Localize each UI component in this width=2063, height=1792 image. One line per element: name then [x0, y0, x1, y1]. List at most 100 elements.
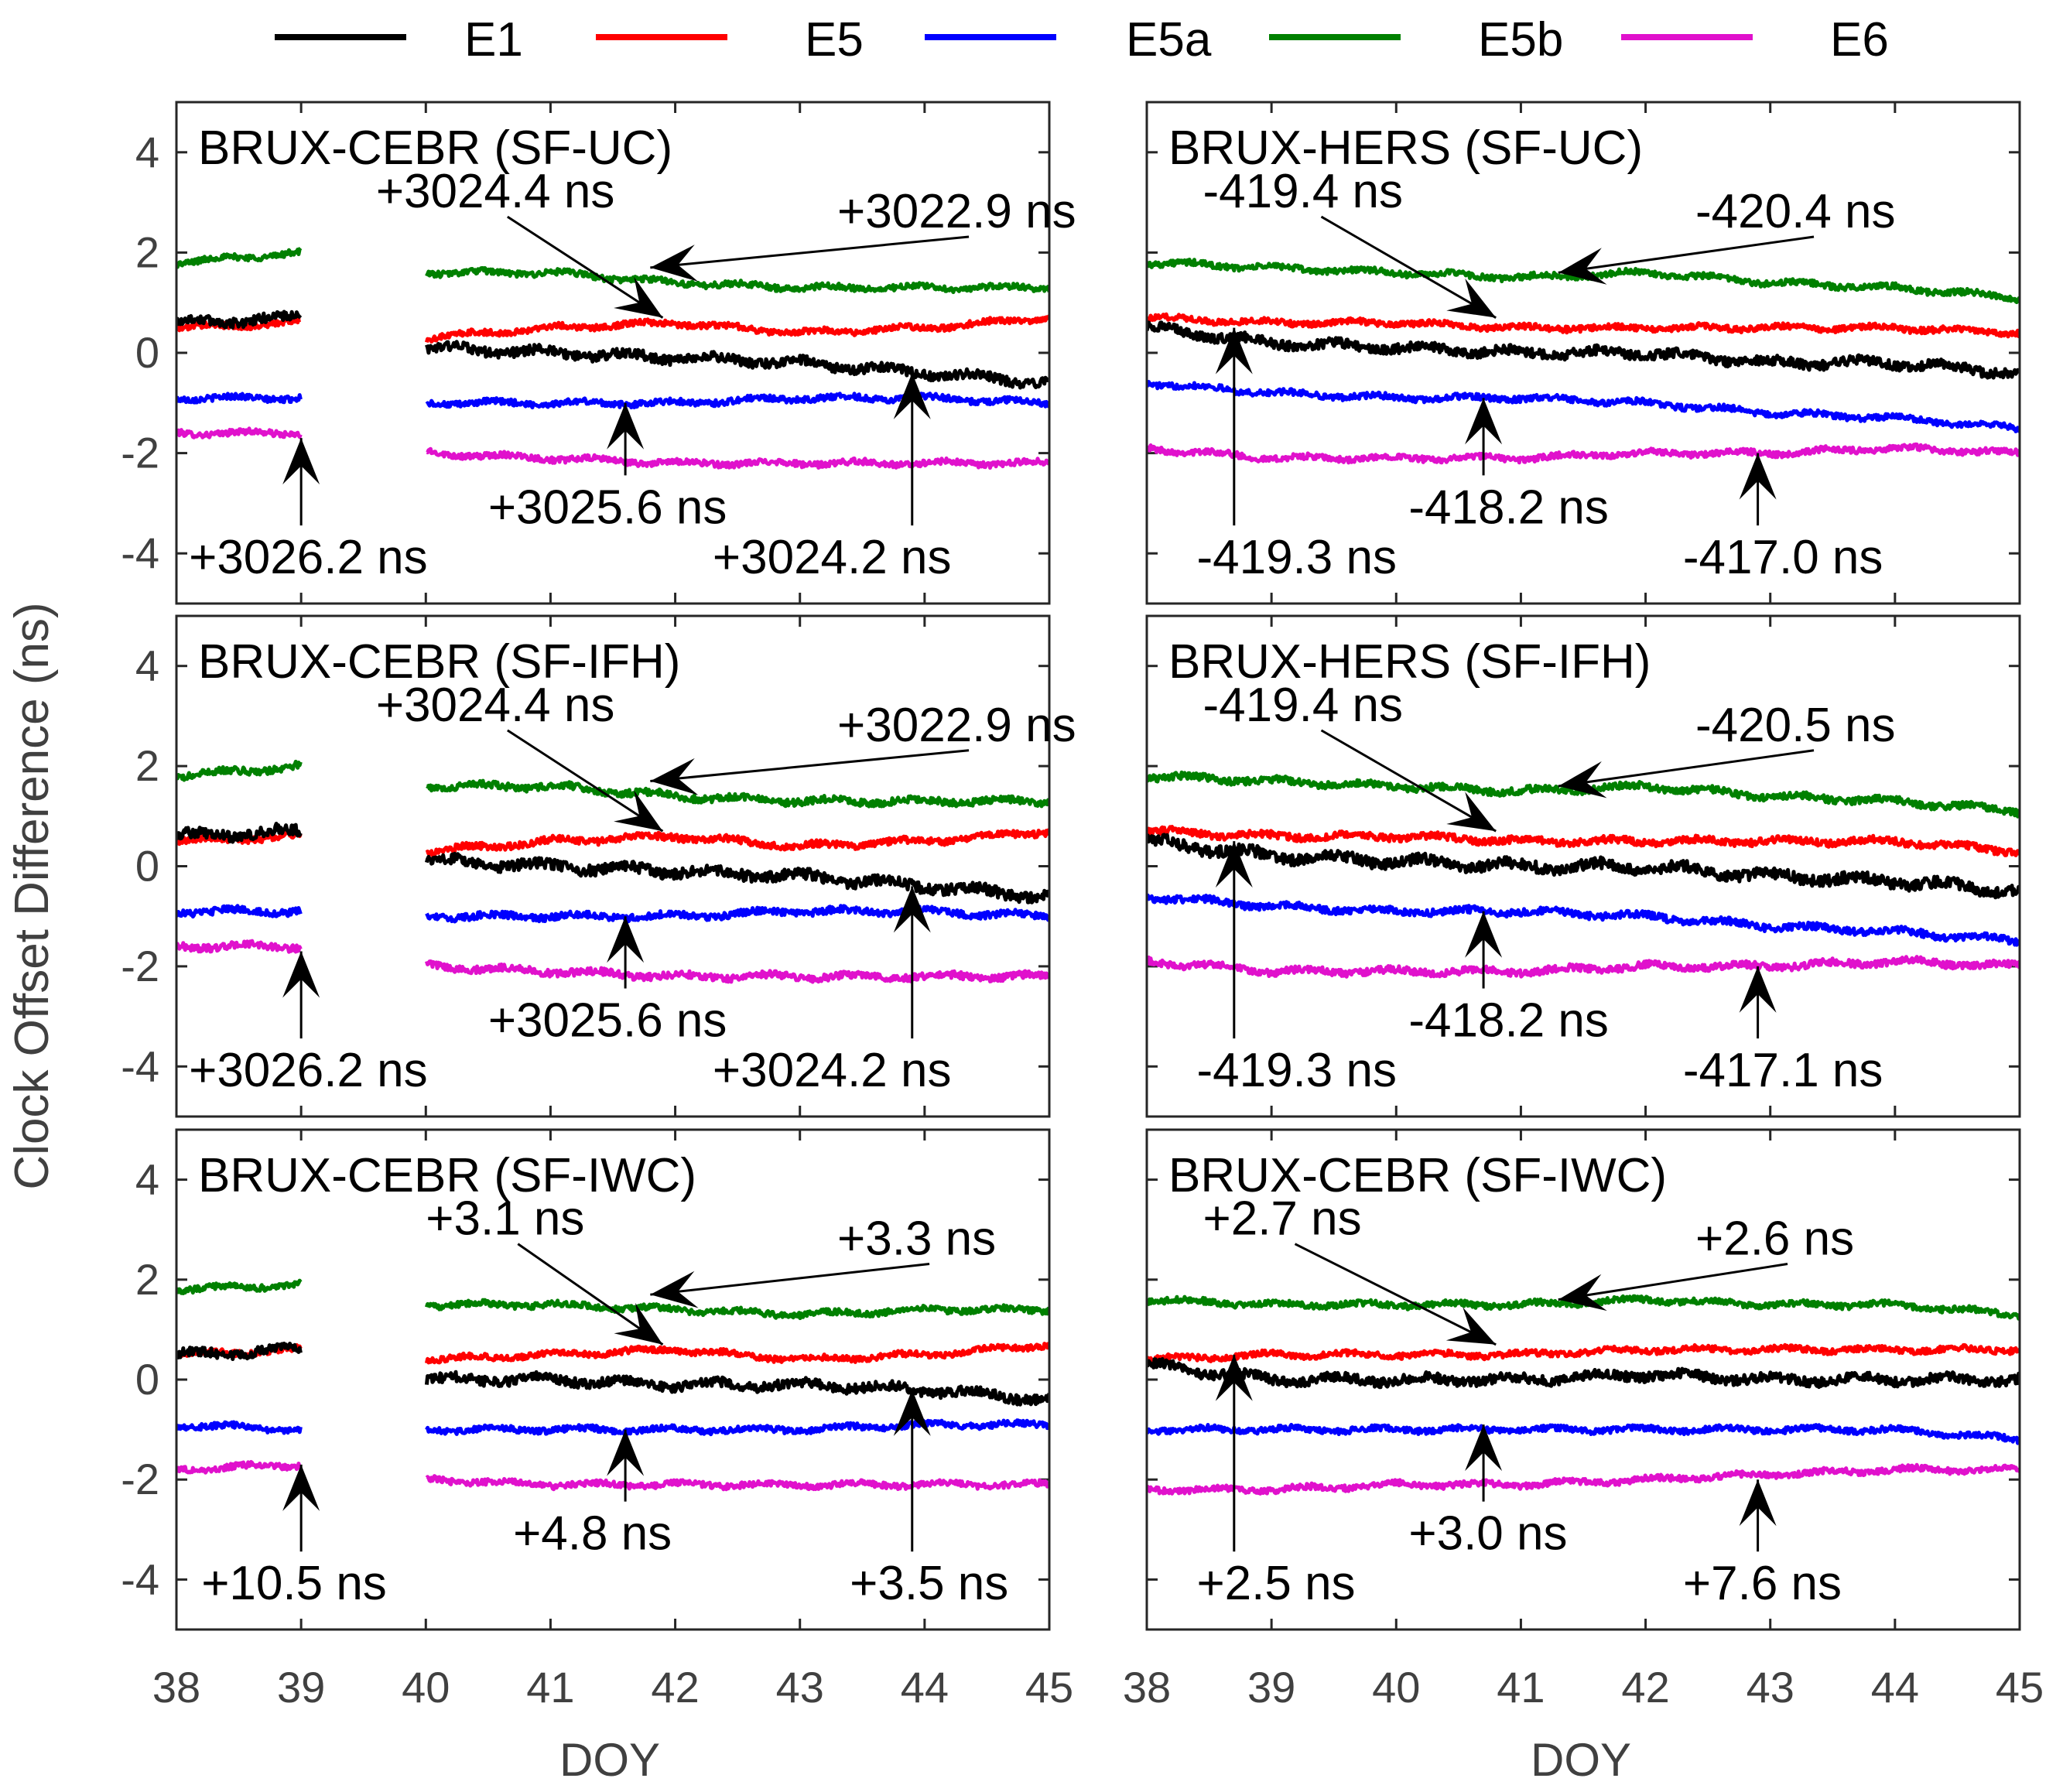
series-line-e1: [1147, 833, 2020, 900]
x-tick-label: 40: [402, 1663, 450, 1712]
x-axis-label-left: DOY: [559, 1734, 660, 1786]
annotation-label: +3026.2 ns: [189, 531, 428, 584]
series-line-e5a: [176, 392, 1049, 410]
annotation-arrow-head: [893, 1389, 931, 1436]
panel-frame: [1145, 101, 2021, 605]
annotation-arrow-head: [614, 1302, 663, 1345]
annotation-arrow-shaft: [507, 729, 664, 833]
annotation-arrow-head: [650, 1270, 699, 1308]
series-line-e5: [1147, 312, 2020, 339]
legend: E1 E5 E5a E5b E6: [275, 13, 1889, 67]
annotation-label: -418.2 ns: [1408, 480, 1609, 534]
annotation-arrow-head: [1445, 1307, 1497, 1345]
annotation-arrow-shaft: [1558, 235, 1815, 274]
x-tick-label: 42: [651, 1663, 699, 1712]
x-tick-label: 45: [1025, 1663, 1073, 1712]
panel-title: BRUX-CEBR (SF-IWC): [198, 1149, 696, 1202]
annotation-label: -419.4 ns: [1203, 679, 1404, 732]
panel-title: BRUX-CEBR (SF-UC): [198, 121, 672, 175]
series-line-e1: [176, 1341, 1049, 1407]
legend-label-e5b: E5b: [1478, 13, 1563, 67]
series-line-e1: [1147, 1357, 2020, 1390]
y-tick-label: 2: [135, 1255, 159, 1304]
series-line-e1: [1147, 320, 2020, 380]
legend-label-e1: E1: [464, 13, 523, 67]
annotation-arrow-head: [607, 1429, 645, 1476]
x-tick-label: 39: [1247, 1663, 1295, 1712]
annotation-arrow-head: [893, 372, 931, 419]
panel-frame: [1145, 1128, 2021, 1631]
annotation-arrow-head: [1465, 1424, 1503, 1472]
panel-title: BRUX-CEBR (SF-IFH): [198, 635, 680, 689]
y-tick-label: 4: [135, 641, 159, 690]
annotation-arrow-head: [1558, 1274, 1607, 1312]
y-tick-label: 0: [135, 328, 159, 377]
annotation-arrow-head: [282, 1464, 320, 1511]
annotation-label: -418.2 ns: [1408, 993, 1609, 1047]
annotation-label: +3.3 ns: [837, 1212, 996, 1266]
annotation-label: +3022.9 ns: [837, 185, 1076, 238]
annotation-arrow-shaft: [650, 749, 970, 783]
annotation-arrow-head: [1558, 761, 1607, 799]
annotation-arrow-head: [1465, 398, 1503, 445]
annotation-arrow-head: [282, 438, 320, 485]
annotation-label: +3024.2 ns: [713, 531, 952, 584]
annotation-label: +3024.4 ns: [376, 165, 615, 218]
series-line-e5: [1147, 1342, 2020, 1364]
annotation-arrow-head: [1739, 1479, 1777, 1527]
annotation-label: +3025.6 ns: [488, 480, 727, 534]
x-tick-label: 42: [1621, 1663, 1669, 1712]
annotation-label: +3022.9 ns: [837, 699, 1076, 752]
annotation-label: -420.5 ns: [1695, 699, 1896, 752]
panel-frame: [175, 1128, 1051, 1631]
annotation-arrow-shaft: [1294, 1243, 1497, 1346]
series-line-e5: [176, 314, 1049, 344]
annotation-arrow-head: [1215, 841, 1253, 888]
series-line-e5a: [1147, 380, 2020, 433]
annotation-arrow-head: [607, 916, 645, 963]
series-line-e1: [176, 309, 1049, 390]
y-tick-label: 4: [135, 128, 159, 176]
legend-label-e6: E6: [1830, 13, 1889, 67]
panel-p3: 4 2 0 -2 -4 BRUX-CEBR (SF-IFH)+3024.4 ns +3022…: [121, 614, 1076, 1118]
series-line-e5: [1147, 825, 2020, 857]
annotation-label: +3026.2 ns: [189, 1044, 428, 1097]
y-tick-label: 4: [135, 1155, 159, 1204]
annotation-label: +10.5 ns: [201, 1557, 387, 1610]
annotation-arrow-head: [1739, 453, 1777, 500]
y-tick-label: 2: [135, 741, 159, 790]
annotation-arrow-head: [1465, 911, 1503, 958]
y-tick-label: -2: [121, 1455, 159, 1503]
annotation-arrow-shaft: [1320, 215, 1497, 319]
y-tick-label: -4: [121, 528, 159, 577]
x-tick-label: 43: [1747, 1663, 1794, 1712]
legend-label-e5a: E5a: [1126, 13, 1212, 67]
panel-frame: [175, 101, 1051, 605]
panel-p1: 4 2 0 -2 -4 BRUX-CEBR (SF-UC)+3024.4 ns +3022.…: [121, 101, 1076, 605]
annotation-arrow-shaft: [1558, 1263, 1788, 1301]
annotation-arrow-head: [1215, 327, 1253, 374]
x-tick-label: 44: [901, 1663, 949, 1712]
annotation-label: +3.1 ns: [426, 1192, 584, 1246]
x-tick-label: 40: [1372, 1663, 1420, 1712]
annotation-arrow-head: [1446, 278, 1497, 318]
series-line-e1: [176, 822, 1049, 905]
annotation-label: +7.6 ns: [1683, 1557, 1842, 1610]
annotation-arrow-head: [893, 886, 931, 933]
series-line-e6: [1147, 1462, 2020, 1496]
series-line-e5b: [176, 759, 1049, 809]
y-tick-label: 2: [135, 227, 159, 276]
x-tick-label: 38: [1123, 1663, 1171, 1712]
legend-label-e5: E5: [805, 13, 864, 67]
annotation-label: +3024.2 ns: [713, 1044, 952, 1097]
annotation-arrow-head: [1215, 1354, 1253, 1401]
x-axis-label-right: DOY: [1531, 1734, 1631, 1786]
annotation-arrow-shaft: [650, 1263, 930, 1296]
annotation-arrow-head: [607, 402, 645, 450]
y-tick-label: -2: [121, 942, 159, 990]
annotation-label: -419.3 ns: [1196, 1044, 1397, 1097]
annotation-label: +4.8 ns: [513, 1507, 672, 1561]
annotation-label: -419.3 ns: [1196, 531, 1397, 584]
panel-p6: 38 39 40 41 42 43 44 45 BRUX-CEBR (SF-IWC)+2.7 n…: [1123, 1128, 2044, 1712]
annotation-arrow-head: [614, 276, 663, 318]
